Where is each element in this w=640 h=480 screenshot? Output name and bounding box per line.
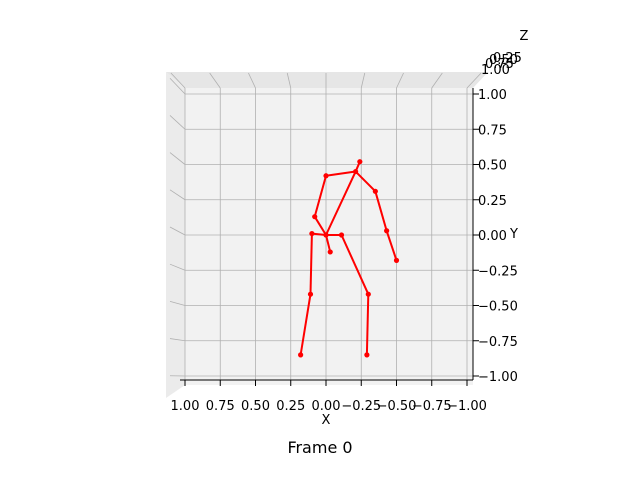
- z-tick-cluster: 1.00: [481, 63, 510, 78]
- y-tick-label: 0.00: [478, 229, 507, 244]
- joint-shoulder_left: [372, 188, 378, 194]
- bone-pelvis-neck: [325, 171, 357, 236]
- grid-line-left-pane: [169, 152, 186, 165]
- z-axis-tick-clutter: 1.00 0.75 0.50 0.25: [481, 51, 522, 78]
- x-tick-label: 0.25: [276, 399, 305, 414]
- bone-spine-shoulder_right: [313, 175, 327, 217]
- joint-elbow_left: [384, 228, 390, 234]
- grid-line-left-pane: [169, 300, 186, 306]
- x-tick-label: −0.75: [412, 399, 452, 414]
- x-tick-label: −0.50: [377, 399, 417, 414]
- grid-line-left-pane: [169, 189, 186, 201]
- bone-knee_right-ankle_right: [299, 294, 312, 356]
- y-tick-label: −0.50: [478, 300, 518, 315]
- z-axis-label: Z: [520, 29, 529, 44]
- skeleton-joints: [298, 159, 400, 358]
- grid-line-left-pane: [169, 263, 186, 271]
- frame-caption: Frame 0: [287, 438, 353, 457]
- z-tick-cluster: 0.75: [485, 57, 514, 72]
- bone-shoulder_right-neck: [325, 170, 356, 177]
- grid-line-top-pane: [360, 72, 366, 89]
- grid-line-left-pane: [169, 115, 186, 130]
- joint-knee_left: [365, 291, 371, 297]
- grid-lines: [169, 72, 482, 380]
- grid-line-left-pane: [169, 226, 186, 236]
- pane-top: [166, 72, 488, 88]
- y-tick-label: −1.00: [478, 370, 518, 385]
- y-axis-ticks: 1.00 0.75 0.50 0.25 0.00 −0.25 −0.50 −0.75 −1.00: [473, 88, 518, 385]
- joint-head: [357, 159, 363, 165]
- joint-hip_right: [309, 230, 315, 237]
- joint-shoulder_right: [323, 173, 329, 179]
- bone-hip_left-knee_left: [340, 234, 370, 295]
- bone-pelvis-extra_joint: [325, 234, 332, 253]
- grid-line-top-pane: [248, 72, 256, 89]
- z-tick-cluster: 0.25: [493, 51, 522, 66]
- y-tick-label: −0.75: [478, 335, 518, 350]
- bone-shoulder_left-elbow_left: [374, 191, 388, 232]
- grid-line-top-pane: [431, 72, 443, 89]
- x-tick-label: −1.00: [447, 399, 487, 414]
- joint-spine: [312, 214, 318, 220]
- x-tick-label: −0.25: [341, 399, 381, 414]
- y-tick-label: 0.50: [478, 159, 507, 174]
- x-axis-ticks: 1.00 0.75 0.50 0.25 0.00 −0.25−0.50−0.75−1.00: [171, 380, 487, 414]
- bone-hip_right-knee_right: [309, 233, 313, 295]
- grid-line-left-pane: [169, 77, 186, 95]
- y-tick-label: 0.25: [478, 194, 507, 209]
- x-tick-label: 0.75: [206, 399, 235, 414]
- joint-pelvis: [323, 232, 329, 238]
- grid-line-left-pane: [169, 338, 186, 342]
- joint-ankle_right: [298, 352, 304, 358]
- y-tick-label: 1.00: [478, 88, 507, 103]
- bone-pelvis-spine: [313, 216, 327, 236]
- grid-line-top-pane: [286, 72, 292, 89]
- y-axis-label: Y: [509, 227, 518, 242]
- joint-ankle_left: [364, 352, 370, 358]
- grid-line-top-pane: [466, 72, 482, 89]
- bone-elbow_left-wrist_left: [385, 230, 398, 261]
- x-axis-label: X: [322, 413, 331, 428]
- grid-line-top-pane: [209, 72, 221, 89]
- y-tick-label: −0.25: [478, 264, 518, 279]
- bone-neck-shoulder_left: [354, 170, 377, 192]
- y-tick-label: 0.75: [478, 123, 507, 138]
- joint-knee_right: [307, 291, 314, 297]
- grid-line-top-pane: [396, 72, 404, 89]
- bone-knee_left-ankle_left: [365, 294, 370, 355]
- joint-neck: [353, 168, 359, 175]
- x-tick-label: 1.00: [171, 399, 200, 414]
- grid-line-top-pane: [170, 72, 186, 89]
- joint-hip_left: [338, 232, 345, 238]
- pane-back: [185, 88, 473, 385]
- joint-wrist_left: [393, 257, 400, 263]
- joint-extra_joint: [327, 249, 333, 255]
- x-tick-label: 0.00: [312, 399, 341, 414]
- z-tick-cluster: 0.50: [489, 53, 518, 68]
- x-tick-label: 0.50: [241, 399, 270, 414]
